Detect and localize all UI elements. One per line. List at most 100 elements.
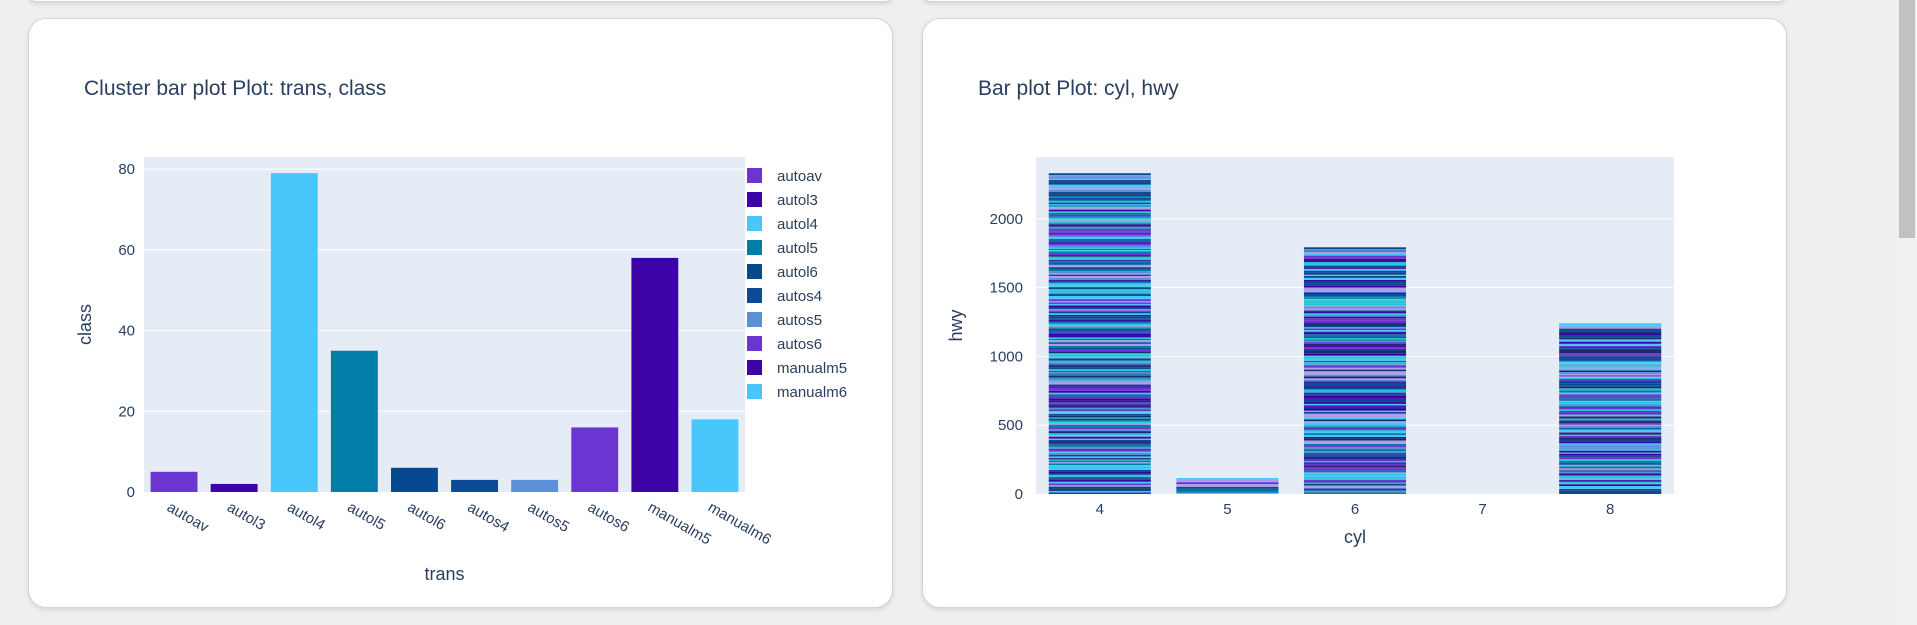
legend-swatch xyxy=(747,192,762,207)
stack-segment xyxy=(1048,463,1151,466)
stack-segment xyxy=(1048,436,1151,439)
stack-segment xyxy=(1303,287,1407,290)
stack-segment xyxy=(1048,462,1151,464)
stack-segment xyxy=(1559,437,1662,440)
y-tick-label: 1500 xyxy=(990,280,1023,297)
stack-segment xyxy=(1559,439,1662,442)
stack-segment xyxy=(1303,292,1407,294)
stack-segment xyxy=(1303,403,1407,406)
stack-segment xyxy=(1303,342,1407,344)
stack-segment xyxy=(1559,373,1662,376)
stack-segment xyxy=(1048,299,1151,302)
stack-segment xyxy=(1048,421,1151,423)
stack-segment xyxy=(1048,469,1151,472)
stack-segment xyxy=(1303,472,1407,474)
bar-cyl-8 xyxy=(1559,323,1662,494)
x-tick-label: 7 xyxy=(1478,501,1486,518)
bar-autos6 xyxy=(571,427,619,492)
stack-segment xyxy=(1303,430,1407,432)
stack-segment xyxy=(1303,410,1407,412)
stack-segment xyxy=(1303,419,1407,422)
previous-card-edge xyxy=(922,0,1787,2)
stack-segment xyxy=(1303,468,1407,471)
stack-segment xyxy=(1048,297,1151,300)
stack-segment xyxy=(1303,411,1407,414)
stack-segment xyxy=(1303,449,1407,452)
stack-segment xyxy=(1303,267,1407,269)
stack-segment xyxy=(1303,455,1407,457)
stack-segment xyxy=(1559,335,1662,338)
stack-segment xyxy=(1559,414,1662,417)
stack-segment xyxy=(1303,347,1407,349)
stack-segment xyxy=(1303,247,1407,248)
bar-autos5 xyxy=(511,479,559,492)
stack-segment xyxy=(1048,301,1151,303)
stack-segment xyxy=(1048,458,1151,460)
stack-segment xyxy=(1048,253,1151,256)
stack-segment xyxy=(1303,405,1407,407)
stack-segment xyxy=(1303,362,1407,365)
stack-segment xyxy=(1303,313,1407,315)
stack-segment xyxy=(1048,302,1151,304)
stack-segment xyxy=(1303,281,1407,284)
stack-segment xyxy=(1559,401,1662,404)
stack-segment xyxy=(1303,389,1407,392)
stack-segment xyxy=(1048,260,1151,262)
stack-segment xyxy=(1048,415,1151,418)
stack-segment xyxy=(1048,349,1151,352)
stack-segment xyxy=(1048,356,1151,359)
stack-segment xyxy=(1559,392,1662,395)
stack-segment xyxy=(1048,266,1151,269)
bar-autoav xyxy=(150,471,198,492)
stack-segment xyxy=(1559,404,1662,407)
stack-segment xyxy=(1048,248,1151,251)
stack-segment xyxy=(1559,487,1662,489)
stack-segment xyxy=(1559,366,1662,369)
bar-autol6 xyxy=(391,467,438,492)
stack-segment xyxy=(1559,323,1662,324)
stack-segment xyxy=(1303,382,1407,384)
stack-segment xyxy=(1048,478,1151,480)
stack-segment xyxy=(1303,490,1407,493)
stack-segment xyxy=(1559,475,1662,478)
stack-segment xyxy=(1303,415,1407,418)
stack-segment xyxy=(1303,289,1407,292)
stack-segment xyxy=(1303,323,1407,326)
stack-segment xyxy=(1559,376,1662,378)
scrollbar-thumb[interactable] xyxy=(1899,0,1915,238)
stack-segment xyxy=(1048,366,1151,368)
stack-segment xyxy=(1559,351,1662,354)
stack-segment xyxy=(1303,312,1407,314)
page-scrollbar[interactable] xyxy=(1897,0,1917,625)
stack-segment xyxy=(1048,205,1151,207)
stack-segment xyxy=(1303,272,1407,275)
stack-segment xyxy=(1048,449,1151,452)
stack-segment xyxy=(1048,182,1151,185)
stack-segment xyxy=(1303,305,1407,307)
stack-segment xyxy=(1303,249,1407,251)
stack-segment xyxy=(1559,456,1662,460)
stack-segment xyxy=(1559,434,1662,436)
stack-segment xyxy=(1048,414,1151,416)
stack-segment xyxy=(1048,381,1151,384)
stack-segment xyxy=(1303,258,1407,261)
stack-segment xyxy=(1048,476,1151,479)
stack-segment xyxy=(1303,275,1407,278)
stack-segment xyxy=(1048,328,1151,331)
stack-segment xyxy=(1559,360,1662,362)
stack-segment xyxy=(1559,429,1662,432)
stack-segment xyxy=(1303,310,1407,313)
stack-segment xyxy=(1559,377,1662,379)
stack-segment xyxy=(1303,262,1407,265)
stack-segment xyxy=(1048,318,1151,320)
stack-segment xyxy=(1048,485,1151,487)
stack-segment xyxy=(1559,462,1662,464)
stack-segment xyxy=(1048,274,1151,276)
y-tick-label: 20 xyxy=(118,403,135,420)
stack-segment xyxy=(1048,342,1151,344)
stack-segment xyxy=(1048,392,1151,395)
stack-segment xyxy=(1303,320,1407,323)
legend-label: manualm5 xyxy=(777,360,847,377)
stack-segment xyxy=(1048,444,1151,447)
stack-segment xyxy=(1048,214,1151,217)
